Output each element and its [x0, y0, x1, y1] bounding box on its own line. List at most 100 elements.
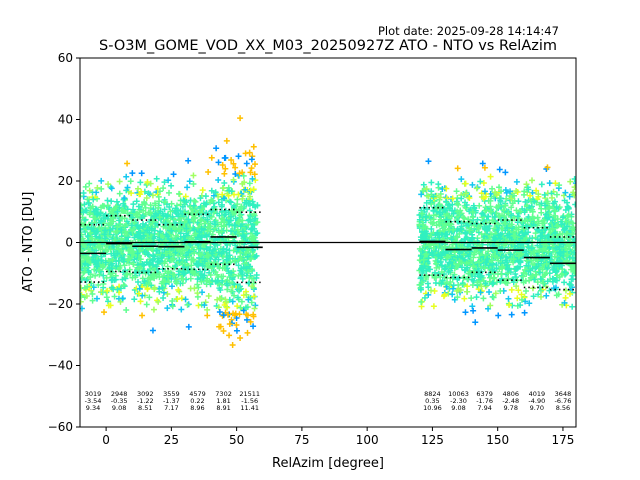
- scatter-point: [491, 214, 498, 221]
- scatter-point: [443, 210, 450, 217]
- scatter-point: [438, 262, 445, 269]
- scatter-point: [243, 291, 250, 298]
- scatter-point: [477, 289, 484, 296]
- scatter-point: [160, 185, 167, 192]
- scatter-point: [188, 262, 195, 269]
- scatter-point: [426, 212, 433, 219]
- scatter-point: [551, 236, 558, 243]
- scatter-point: [523, 257, 530, 264]
- scatter-point: [474, 216, 481, 223]
- scatter-point: [522, 218, 529, 225]
- scatter-point: [197, 195, 204, 202]
- scatter-point: [82, 207, 89, 214]
- scatter-point: [513, 187, 520, 194]
- scatter-point: [214, 271, 221, 278]
- scatter-point: [99, 289, 106, 296]
- scatter-point: [197, 245, 204, 252]
- scatter-point: [416, 281, 423, 288]
- scatter-point: [105, 302, 112, 309]
- scatter-point: [216, 264, 223, 271]
- scatter-point: [536, 247, 543, 254]
- scatter-point: [105, 298, 112, 305]
- scatter-point: [497, 288, 504, 295]
- scatter-point: [514, 213, 521, 220]
- scatter-point: [169, 256, 176, 263]
- scatter-point: [522, 198, 529, 205]
- scatter-point: [462, 229, 469, 236]
- bin-label-mean: -1.22: [137, 397, 154, 405]
- chart-title: S-O3M_GOME_VOD_XX_M03_20250927Z ATO - NT…: [99, 38, 557, 54]
- scatter-point: [481, 164, 488, 171]
- scatter-point: [108, 284, 115, 291]
- scatter-point: [559, 214, 566, 221]
- scatter-point: [505, 210, 512, 217]
- scatter-point: [90, 256, 97, 263]
- scatter-point: [237, 249, 244, 256]
- scatter-point: [233, 322, 240, 329]
- scatter-point: [518, 296, 525, 303]
- scatter-point: [566, 193, 573, 200]
- scatter-point: [443, 198, 450, 205]
- scatter-point: [153, 247, 160, 254]
- scatter-point: [441, 205, 448, 212]
- scatter-point: [165, 273, 172, 280]
- scatter-point: [537, 293, 544, 300]
- scatter-point: [248, 299, 255, 306]
- scatter-point: [151, 227, 158, 234]
- scatter-point: [104, 287, 111, 294]
- scatter-point: [174, 295, 181, 302]
- scatter-point: [556, 243, 563, 250]
- scatter-point: [92, 272, 99, 279]
- scatter-point: [513, 283, 520, 290]
- scatter-point: [228, 213, 235, 220]
- scatter-point: [235, 262, 242, 269]
- scatter-point: [158, 254, 165, 261]
- scatter-point: [146, 261, 153, 268]
- scatter-point: [199, 206, 206, 213]
- scatter-point: [477, 178, 484, 185]
- scatter-point: [433, 211, 440, 218]
- scatter-point: [145, 190, 152, 197]
- scatter-point: [420, 225, 427, 232]
- scatter-point: [514, 219, 521, 226]
- scatter-point: [569, 254, 576, 261]
- scatter-point: [113, 263, 120, 270]
- scatter-point: [554, 223, 561, 230]
- bin-label-std: 11.41: [240, 404, 259, 412]
- scatter-point: [425, 158, 432, 165]
- scatter-point: [180, 233, 187, 240]
- scatter-point: [226, 221, 233, 228]
- scatter-point: [123, 306, 130, 313]
- scatter-point: [122, 267, 129, 274]
- scatter-point: [502, 202, 509, 209]
- scatter-point: [137, 191, 144, 198]
- scatter-point: [220, 312, 227, 319]
- scatter-point: [236, 218, 243, 225]
- scatter-point: [533, 264, 540, 271]
- scatter-point: [123, 173, 130, 180]
- scatter-point: [149, 273, 156, 280]
- scatter-point: [182, 296, 189, 303]
- scatter-point: [80, 190, 87, 197]
- scatter-point: [149, 192, 156, 199]
- scatter-point: [540, 280, 547, 287]
- scatter-point: [251, 305, 258, 312]
- scatter-point: [242, 186, 249, 193]
- scatter-point: [223, 298, 230, 305]
- scatter-point: [127, 178, 134, 185]
- scatter-point: [194, 281, 201, 288]
- scatter-point: [246, 193, 253, 200]
- x-tick-label: 75: [294, 433, 309, 447]
- scatter-point: [493, 265, 500, 272]
- scatter-point: [185, 216, 192, 223]
- scatter-point: [547, 256, 554, 263]
- scatter-point: [129, 214, 136, 221]
- scatter-point: [553, 191, 560, 198]
- scatter-point: [186, 178, 193, 185]
- scatter-point: [423, 214, 430, 221]
- scatter-point: [218, 219, 225, 226]
- scatter-point: [455, 261, 462, 268]
- bin-label-mean: -4.90: [528, 397, 545, 405]
- scatter-point: [480, 295, 487, 302]
- scatter-point: [565, 218, 572, 225]
